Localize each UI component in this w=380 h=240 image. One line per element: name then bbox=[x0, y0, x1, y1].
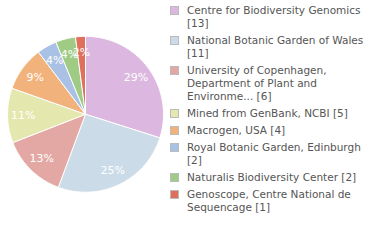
html-text:Royal Botanic Garden, Edinburg: Royal Botanic Garden, Edinburgh [2] bbox=[187, 141, 361, 166]
svg-text:4%: 4% bbox=[45, 53, 64, 67]
svg-text:13%: 13% bbox=[30, 152, 54, 165]
html-text:Naturalis Biodiversity Center: Naturalis Biodiversity Center [2] bbox=[187, 171, 357, 183]
html-text:Genoscope, Centre National de: Genoscope, Centre National de Sequencage… bbox=[187, 188, 351, 213]
svg-text:9%: 9% bbox=[26, 71, 43, 84]
svg-text:11%: 11% bbox=[11, 109, 35, 122]
html-text:University of Copenhagen, Depa: University of Copenhagen, Department of … bbox=[187, 64, 327, 102]
svg-text:2%: 2% bbox=[73, 46, 90, 59]
html-text:National Botanic Garden of Wal: National Botanic Garden of Wales [11] bbox=[187, 34, 364, 59]
svg-text:4%: 4% bbox=[60, 47, 79, 61]
html-text:Macrogen, USA [4]: Macrogen, USA [4] bbox=[187, 124, 286, 136]
html-text:Centre for Biodiversity Genomi: Centre for Biodiversity Genomics [13] bbox=[187, 4, 361, 29]
svg-text:25%: 25% bbox=[101, 164, 125, 177]
svg-text:29%: 29% bbox=[124, 71, 148, 84]
html-text:Mined from GenBank, NCBI [5]: Mined from GenBank, NCBI [5] bbox=[187, 107, 348, 119]
